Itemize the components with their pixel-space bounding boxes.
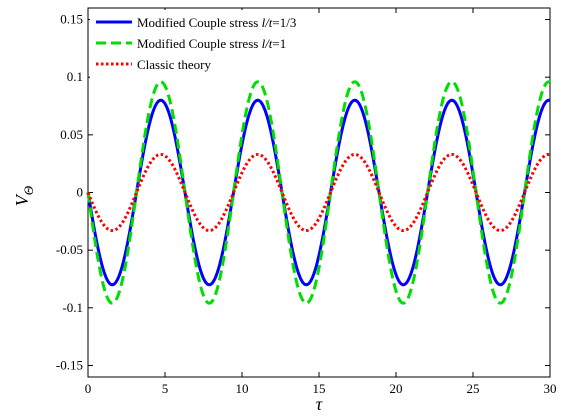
y-tick-label: 0 bbox=[77, 185, 84, 200]
x-tick-label: 10 bbox=[236, 381, 249, 396]
y-tick-label: -0.1 bbox=[62, 300, 83, 315]
series-line-1 bbox=[86, 80, 551, 305]
y-tick-label: 0.05 bbox=[60, 127, 83, 142]
legend-label-suffix: =1 bbox=[272, 36, 286, 51]
x-axis-label: τ bbox=[316, 394, 323, 414]
legend-label-1: Modified Couple stress l/t=1 bbox=[137, 36, 286, 51]
legend-label-prefix: Modified Couple stress bbox=[137, 36, 262, 51]
legend-label-suffix: =1/3 bbox=[272, 15, 296, 30]
y-tick-label: -0.05 bbox=[56, 242, 83, 257]
y-axis-label-sub: Θ bbox=[21, 185, 36, 195]
y-axis-label: VΘ bbox=[12, 185, 36, 206]
legend-label-ratio: l/t bbox=[262, 15, 273, 30]
x-tick-label: 20 bbox=[390, 381, 403, 396]
series-group bbox=[86, 80, 551, 305]
legend-label-prefix: Modified Couple stress bbox=[137, 15, 262, 30]
x-tick-label: 5 bbox=[162, 381, 169, 396]
x-tick-label: 25 bbox=[467, 381, 480, 396]
legend-label-0: Modified Couple stress l/t=1/3 bbox=[137, 15, 296, 30]
y-tick-label: 0.15 bbox=[60, 12, 83, 27]
legend-label-prefix: Classic theory bbox=[137, 57, 212, 72]
legend-label-ratio: l/t bbox=[262, 36, 273, 51]
y-tick-label: -0.15 bbox=[56, 357, 83, 372]
axis-ticks: 0 5 10 15 20 25 30 -0.15 -0.1 -0.05 0 0.05 0.1 0.15 bbox=[56, 8, 557, 396]
y-tick-label: 0.1 bbox=[67, 69, 83, 84]
x-tick-label: 30 bbox=[544, 381, 557, 396]
x-tick-label: 0 bbox=[85, 381, 92, 396]
x-tick-label: 15 bbox=[313, 381, 326, 396]
legend-label-2: Classic theory bbox=[137, 57, 212, 72]
y-axis-label-main: V bbox=[12, 193, 32, 206]
